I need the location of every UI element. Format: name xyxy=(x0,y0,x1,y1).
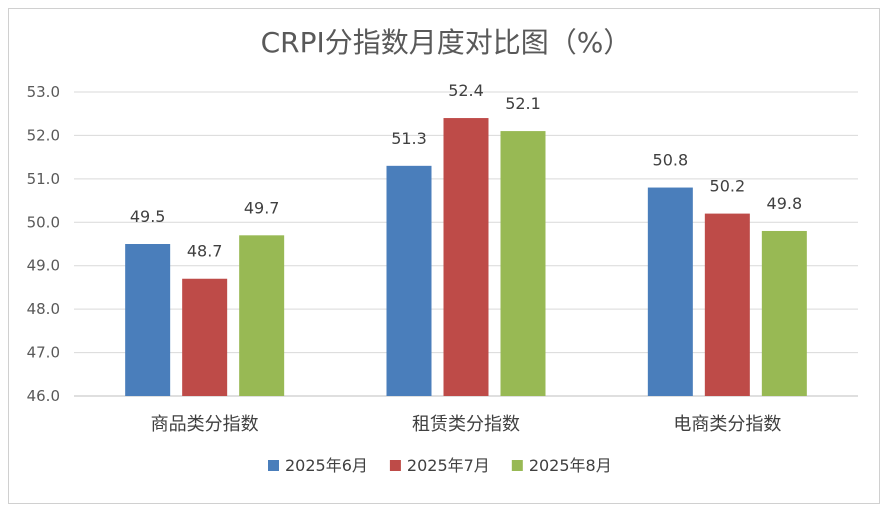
bar xyxy=(386,165,432,396)
legend-swatch xyxy=(389,460,401,471)
data-label: 49.7 xyxy=(244,198,280,217)
bar xyxy=(647,187,693,396)
y-tick-label: 47.0 xyxy=(27,344,60,362)
y-tick-label: 49.0 xyxy=(27,257,60,275)
bar xyxy=(500,131,546,397)
y-tick-label: 48.0 xyxy=(27,300,60,318)
legend-swatch xyxy=(511,460,523,471)
y-tick-label: 50.0 xyxy=(27,213,60,231)
y-axis-ticks: 46.0 47.0 48.0 49.0 50.0 51.0 52.0 53.0 xyxy=(27,83,60,405)
data-label: 51.3 xyxy=(391,129,427,148)
legend-label: 2025年7月 xyxy=(407,456,490,475)
bar xyxy=(239,235,285,396)
bar xyxy=(182,278,228,396)
data-label: 49.8 xyxy=(767,194,803,213)
legend: 2025年6月 2025年7月 2025年8月 xyxy=(268,456,612,475)
data-label: 49.5 xyxy=(130,207,166,226)
legend-swatch xyxy=(268,460,279,471)
bar xyxy=(704,213,750,396)
category-label: 商品类分指数 xyxy=(151,414,259,435)
data-label: 52.4 xyxy=(448,81,484,100)
y-tick-label: 53.0 xyxy=(27,83,60,101)
y-tick-label: 46.0 xyxy=(27,387,60,405)
legend-label: 2025年6月 xyxy=(285,456,368,475)
data-label: 48.7 xyxy=(187,242,223,261)
data-label: 50.8 xyxy=(653,151,689,170)
x-axis-categories: 商品类分指数 租赁类分指数 电商类分指数 xyxy=(151,414,782,435)
category-label: 电商类分指数 xyxy=(673,414,781,435)
y-tick-label: 52.0 xyxy=(27,126,60,144)
chart-title: CRPI分指数月度对比图（%） xyxy=(261,26,632,59)
bars xyxy=(125,118,807,397)
legend-label: 2025年8月 xyxy=(529,456,612,475)
data-label: 52.1 xyxy=(505,94,541,113)
bar xyxy=(125,244,171,396)
y-tick-label: 51.0 xyxy=(27,170,60,188)
data-labels: 49.5 48.7 49.7 51.3 52.4 52.1 50.8 50.2 49.8 xyxy=(130,81,802,261)
bar xyxy=(443,118,489,397)
bar xyxy=(761,230,807,396)
data-label: 50.2 xyxy=(710,177,746,196)
category-label: 租赁类分指数 xyxy=(412,414,520,435)
